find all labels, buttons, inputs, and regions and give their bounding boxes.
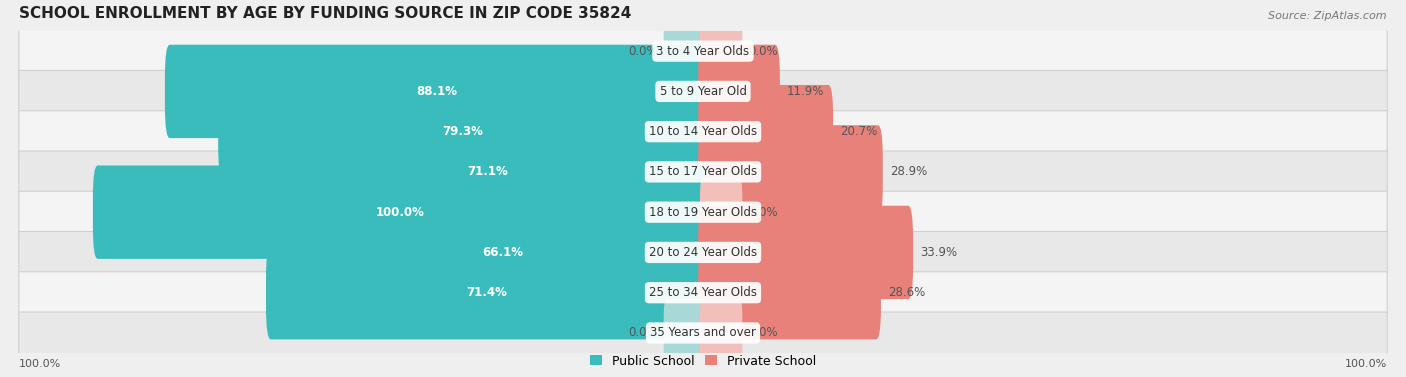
FancyBboxPatch shape xyxy=(699,246,882,339)
FancyBboxPatch shape xyxy=(664,17,706,86)
Text: 15 to 17 Year Olds: 15 to 17 Year Olds xyxy=(650,166,756,178)
FancyBboxPatch shape xyxy=(218,85,707,178)
Text: 79.3%: 79.3% xyxy=(443,125,484,138)
Text: 0.0%: 0.0% xyxy=(628,44,658,58)
Text: 5 to 9 Year Old: 5 to 9 Year Old xyxy=(659,85,747,98)
FancyBboxPatch shape xyxy=(267,125,707,219)
Text: 3 to 4 Year Olds: 3 to 4 Year Olds xyxy=(657,44,749,58)
Text: 71.4%: 71.4% xyxy=(467,286,508,299)
Text: 18 to 19 Year Olds: 18 to 19 Year Olds xyxy=(650,206,756,219)
Text: 0.0%: 0.0% xyxy=(628,326,658,339)
FancyBboxPatch shape xyxy=(699,125,883,219)
FancyBboxPatch shape xyxy=(699,206,912,299)
Text: 100.0%: 100.0% xyxy=(1344,359,1386,369)
FancyBboxPatch shape xyxy=(18,312,1388,354)
Text: 88.1%: 88.1% xyxy=(416,85,457,98)
FancyBboxPatch shape xyxy=(93,166,707,259)
Legend: Public School, Private School: Public School, Private School xyxy=(585,349,821,372)
Text: 20 to 24 Year Olds: 20 to 24 Year Olds xyxy=(650,246,756,259)
FancyBboxPatch shape xyxy=(18,30,1388,72)
Text: 20.7%: 20.7% xyxy=(841,125,877,138)
FancyBboxPatch shape xyxy=(699,85,834,178)
FancyBboxPatch shape xyxy=(699,45,780,138)
Text: 28.9%: 28.9% xyxy=(890,166,928,178)
Text: 10 to 14 Year Olds: 10 to 14 Year Olds xyxy=(650,125,756,138)
FancyBboxPatch shape xyxy=(18,191,1388,233)
Text: 28.6%: 28.6% xyxy=(889,286,925,299)
FancyBboxPatch shape xyxy=(165,45,707,138)
FancyBboxPatch shape xyxy=(266,246,707,339)
Text: Source: ZipAtlas.com: Source: ZipAtlas.com xyxy=(1268,11,1386,21)
Text: 25 to 34 Year Olds: 25 to 34 Year Olds xyxy=(650,286,756,299)
Text: 71.1%: 71.1% xyxy=(467,166,508,178)
FancyBboxPatch shape xyxy=(664,298,706,368)
FancyBboxPatch shape xyxy=(18,231,1388,273)
Text: 0.0%: 0.0% xyxy=(748,326,778,339)
FancyBboxPatch shape xyxy=(18,70,1388,112)
Text: SCHOOL ENROLLMENT BY AGE BY FUNDING SOURCE IN ZIP CODE 35824: SCHOOL ENROLLMENT BY AGE BY FUNDING SOUR… xyxy=(20,6,631,21)
FancyBboxPatch shape xyxy=(700,298,742,368)
Text: 33.9%: 33.9% xyxy=(921,246,957,259)
FancyBboxPatch shape xyxy=(700,17,742,86)
Text: 66.1%: 66.1% xyxy=(482,246,523,259)
FancyBboxPatch shape xyxy=(18,111,1388,153)
FancyBboxPatch shape xyxy=(700,178,742,247)
Text: 11.9%: 11.9% xyxy=(787,85,824,98)
Text: 0.0%: 0.0% xyxy=(748,206,778,219)
Text: 35 Years and over: 35 Years and over xyxy=(650,326,756,339)
FancyBboxPatch shape xyxy=(18,272,1388,314)
Text: 100.0%: 100.0% xyxy=(20,359,62,369)
FancyBboxPatch shape xyxy=(298,206,707,299)
Text: 0.0%: 0.0% xyxy=(748,44,778,58)
Text: 100.0%: 100.0% xyxy=(375,206,425,219)
FancyBboxPatch shape xyxy=(18,151,1388,193)
